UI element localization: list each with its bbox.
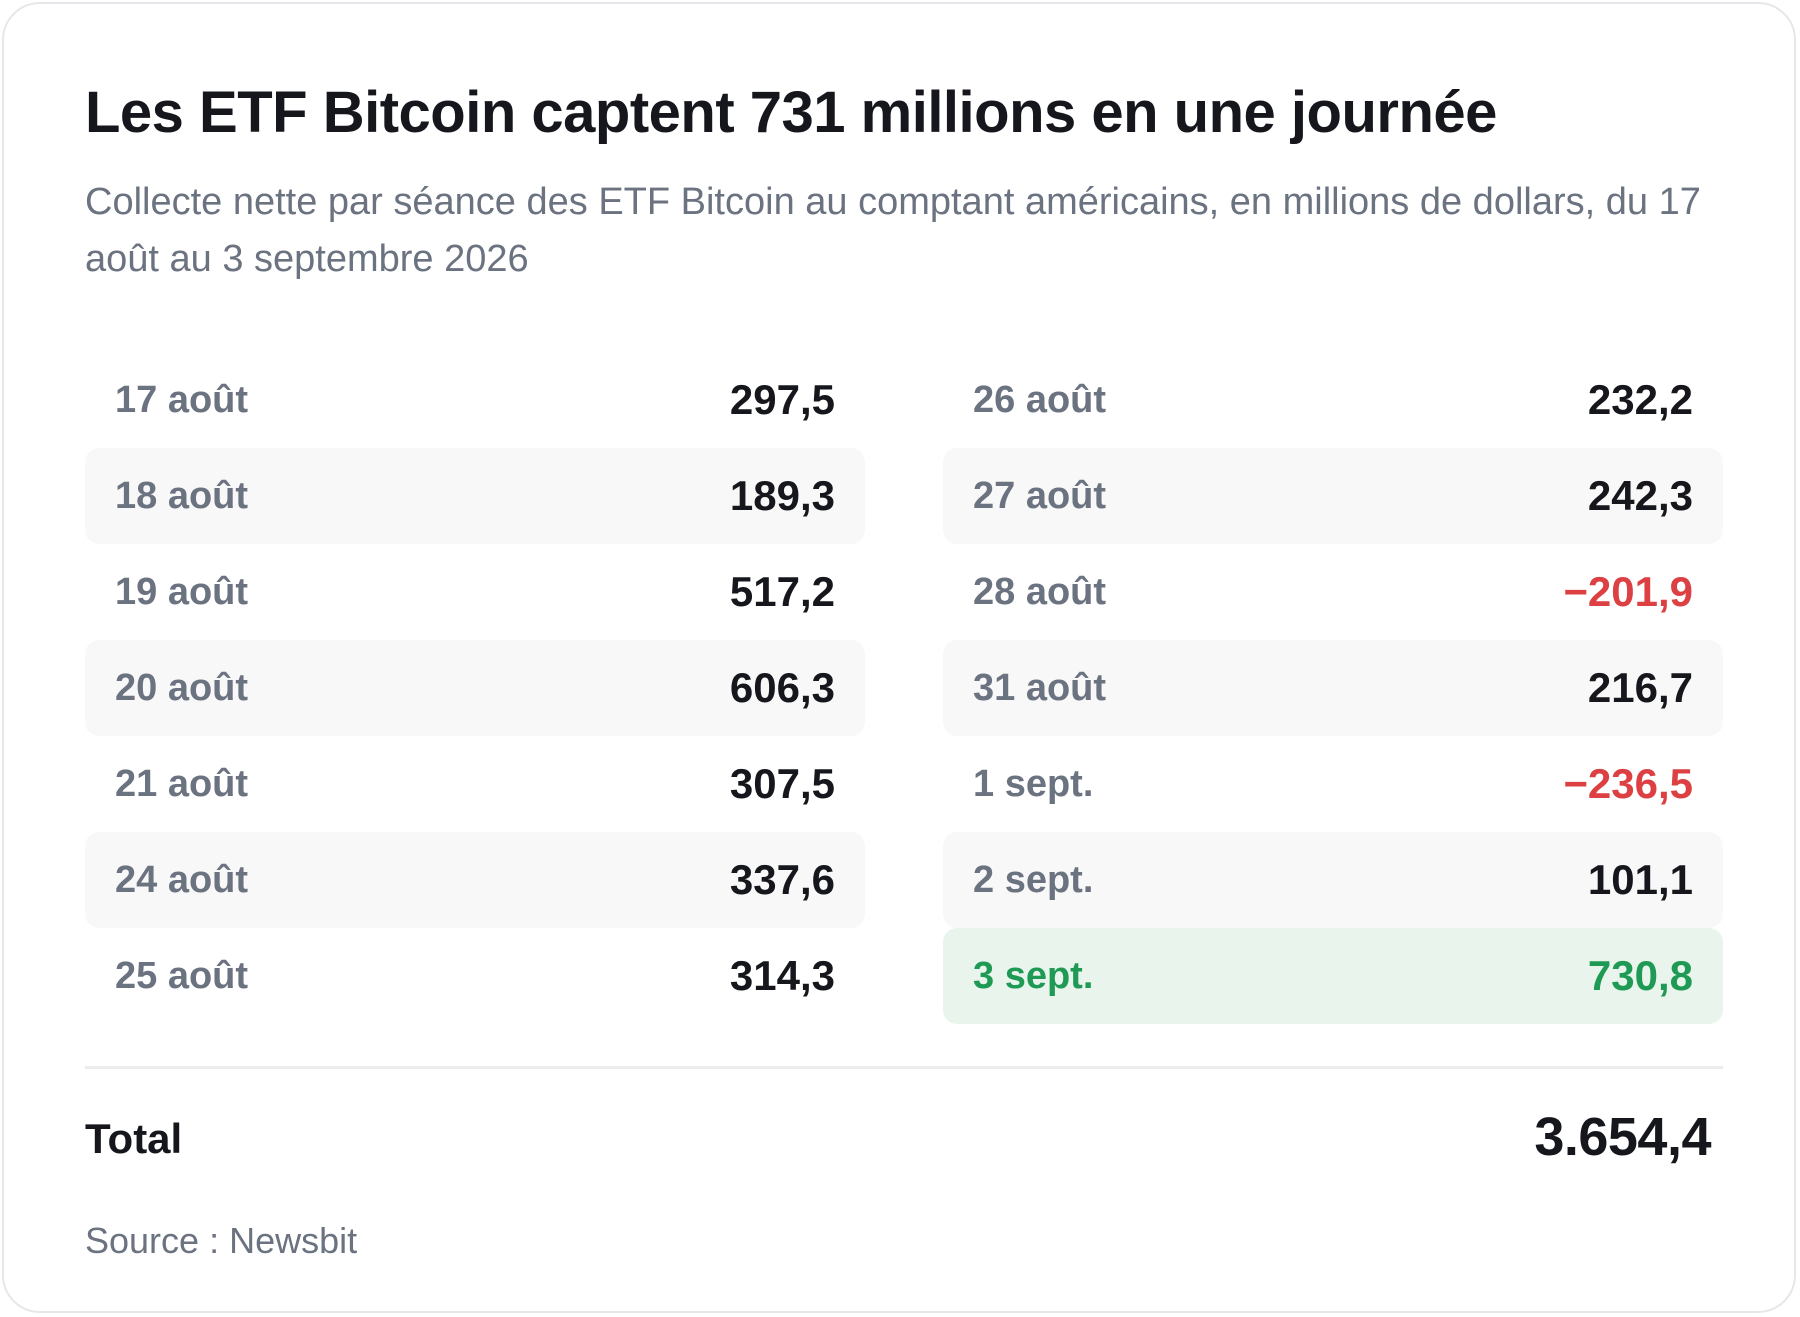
row-flow-value: −236,5 [1563, 760, 1693, 807]
row-date-label: 20 août [115, 667, 249, 709]
table-row: 20 août 606,3 [85, 640, 865, 736]
row-date-label: 28 août [973, 571, 1107, 613]
table-row: 3 sept. 730,8 [943, 928, 1723, 1024]
row-flow-value: 189,3 [729, 472, 835, 519]
table-row: 19 août 517,2 [85, 544, 865, 640]
total-label: Total [85, 1115, 183, 1162]
row-date-label: 2 sept. [973, 859, 1094, 901]
row-flow-value: 314,3 [729, 952, 835, 999]
table-row: 25 août 314,3 [85, 928, 865, 1024]
chart-subtitle: Collecte nette par séance des ETF Bitcoi… [85, 181, 1701, 280]
row-date-label: 26 août [973, 379, 1107, 421]
row-flow-value: 297,5 [729, 376, 835, 423]
row-date-label: 31 août [973, 667, 1107, 709]
table-row: 1 sept. −236,5 [943, 736, 1723, 832]
row-flow-value: 337,6 [729, 856, 835, 903]
table-row: 21 août 307,5 [85, 736, 865, 832]
table-row: 26 août 232,2 [943, 352, 1723, 448]
table-row: 31 août 216,7 [943, 640, 1723, 736]
row-flow-value: 101,1 [1587, 856, 1693, 903]
row-date-label: 18 août [115, 475, 249, 517]
row-date-label: 24 août [115, 859, 249, 901]
row-date-label: 27 août [973, 475, 1107, 517]
row-date-label: 17 août [115, 379, 249, 421]
row-flow-value: 307,5 [729, 760, 835, 807]
table-row: 2 sept. 101,1 [943, 832, 1723, 928]
row-flow-value: 216,7 [1587, 664, 1693, 711]
row-date-label: 1 sept. [973, 763, 1094, 805]
divider [85, 1066, 1723, 1069]
row-flow-value: −201,9 [1563, 568, 1693, 615]
row-flow-value: 730,8 [1587, 952, 1693, 999]
table-column-right: 26 août 232,2 27 août 242,3 28 août −201,9 31 … [943, 352, 1723, 1024]
table-row: 17 août 297,5 [85, 352, 865, 448]
row-date-label: 3 sept. [973, 955, 1094, 997]
table-row: 28 août −201,9 [943, 544, 1723, 640]
chart-title: Les ETF Bitcoin captent 731 millions en … [85, 80, 1497, 145]
row-date-label: 25 août [115, 955, 249, 997]
total-value: 3.654,4 [1534, 1107, 1711, 1167]
row-flow-value: 242,3 [1587, 472, 1693, 519]
row-date-label: 19 août [115, 571, 249, 613]
table-column-left: 17 août 297,5 18 août 189,3 19 août 517,2 20 a… [85, 352, 865, 1024]
table-row: 24 août 337,6 [85, 832, 865, 928]
row-flow-value: 606,3 [729, 664, 835, 711]
row-date-label: 21 août [115, 763, 249, 805]
table-row: 18 août 189,3 [85, 448, 865, 544]
row-flow-value: 232,2 [1587, 376, 1693, 423]
table-row: 27 août 242,3 [943, 448, 1723, 544]
row-flow-value: 517,2 [729, 568, 835, 615]
source-note: Source : Newsbit [85, 1220, 358, 1261]
